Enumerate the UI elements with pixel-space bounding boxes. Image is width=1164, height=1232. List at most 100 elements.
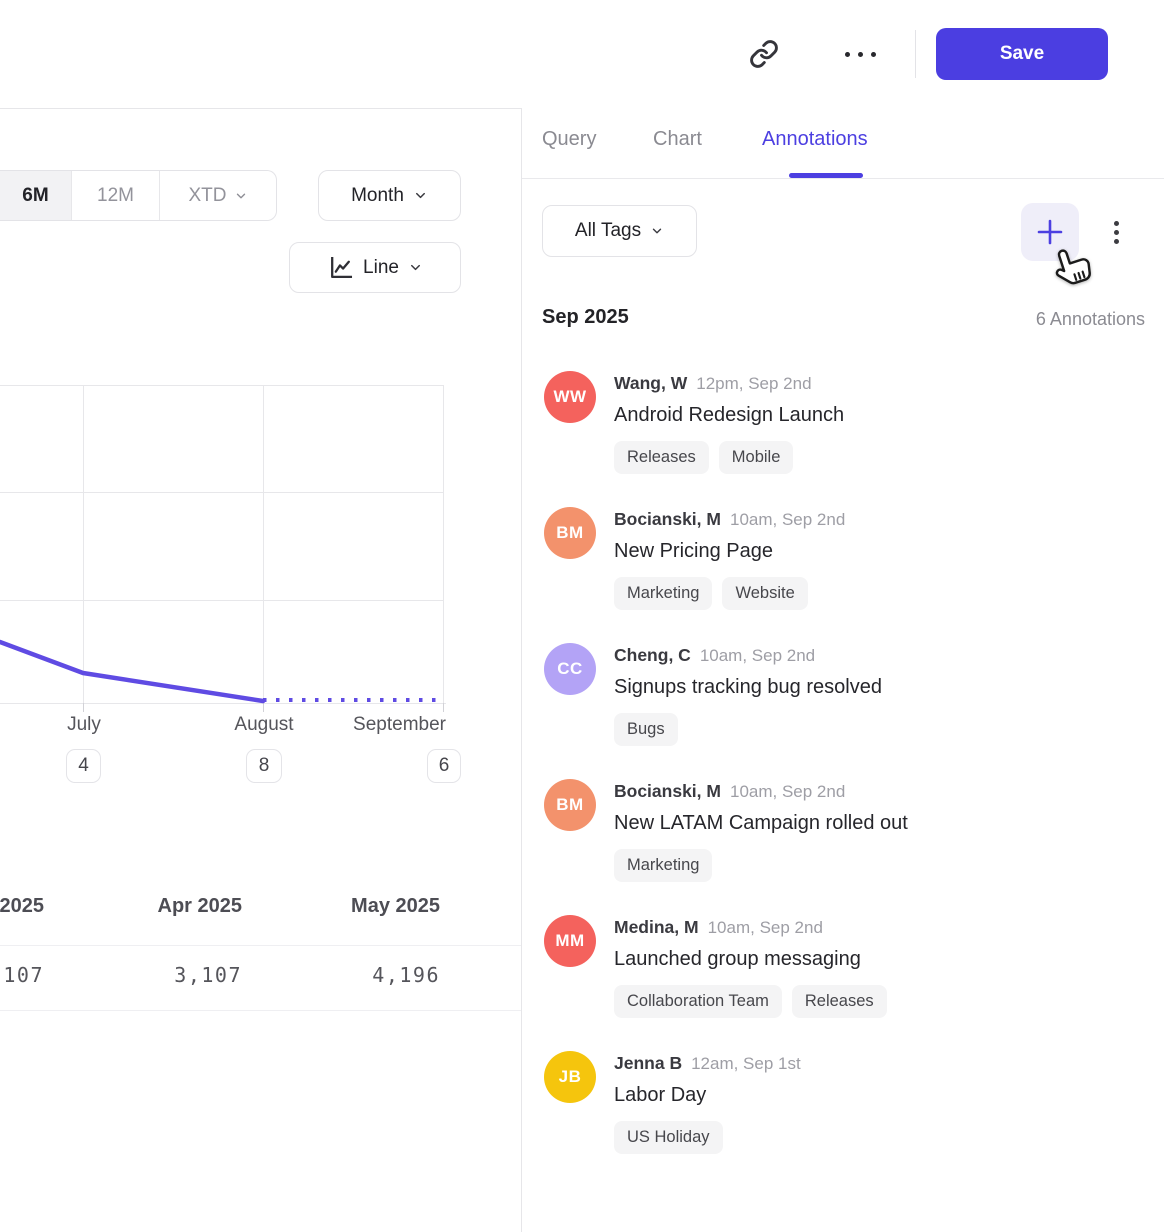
- panel-divider: [521, 108, 522, 1232]
- table-value-cell: 3,107: [174, 963, 242, 987]
- annotation-list-item[interactable]: JB Jenna B 12am, Sep 1st Labor Day US Hol…: [544, 1051, 1148, 1154]
- avatar: CC: [544, 643, 596, 695]
- table-divider: [0, 1010, 521, 1011]
- annotation-count-badge-july[interactable]: 4: [66, 749, 101, 783]
- annotation-body: Cheng, C 10am, Sep 2nd Signups tracking b…: [614, 643, 954, 746]
- annotation-time: 10am, Sep 2nd: [729, 782, 846, 801]
- annotation-author: Wang, W: [614, 373, 688, 393]
- chart-type-label: Line: [363, 256, 399, 278]
- annotation-tag[interactable]: Marketing: [614, 577, 713, 610]
- chevron-down-icon: [408, 260, 423, 275]
- annotation-time: 12am, Sep 1st: [691, 1054, 801, 1073]
- annotations-menu-button[interactable]: [1101, 207, 1131, 257]
- save-button[interactable]: Save: [936, 28, 1108, 80]
- date-range-control: 6M 12M XTD: [0, 170, 277, 221]
- tabbar-border: [522, 178, 1164, 179]
- avatar: JB: [544, 1051, 596, 1103]
- range-xtd-button[interactable]: XTD: [160, 171, 276, 220]
- annotation-tag[interactable]: Releases: [614, 441, 709, 474]
- annotation-author: Cheng, C: [614, 645, 691, 665]
- add-annotation-button[interactable]: [1021, 203, 1079, 261]
- annotation-meta: Medina, M 10am, Sep 2nd: [614, 915, 954, 941]
- annotation-body: Jenna B 12am, Sep 1st Labor Day US Holida…: [614, 1051, 954, 1154]
- trend-chart-svg: [0, 385, 446, 712]
- annotation-meta: Cheng, C 10am, Sep 2nd: [614, 643, 954, 669]
- granularity-button[interactable]: Month: [318, 170, 461, 221]
- annotation-body: Wang, W 12pm, Sep 2nd Android Redesign La…: [614, 371, 954, 474]
- annotation-list-item[interactable]: MM Medina, M 10am, Sep 2nd Launched group…: [544, 915, 1148, 1018]
- annotation-body: Medina, M 10am, Sep 2nd Launched group me…: [614, 915, 954, 1018]
- annotation-title: Signups tracking bug resolved: [614, 676, 882, 698]
- top-border: [0, 108, 521, 109]
- header-divider: [915, 30, 916, 78]
- annotation-time: 10am, Sep 2nd: [699, 646, 816, 665]
- table-header-cell: 2025: [0, 895, 44, 917]
- annotation-title: Labor Day: [614, 1084, 707, 1106]
- chevron-down-icon: [413, 188, 428, 203]
- table-value-cell: 4,196: [372, 963, 440, 987]
- avatar: MM: [544, 915, 596, 967]
- annotation-tags: Marketing Website: [614, 577, 954, 610]
- annotation-list-item[interactable]: BM Bocianski, M 10am, Sep 2nd New Pricing…: [544, 507, 1148, 610]
- copy-link-button[interactable]: [746, 36, 782, 72]
- ellipsis-icon: [844, 51, 876, 57]
- range-12m-button[interactable]: 12M: [72, 171, 160, 220]
- all-tags-filter-button[interactable]: All Tags: [542, 205, 697, 257]
- annotation-list: WW Wang, W 12pm, Sep 2nd Android Redesign…: [544, 371, 1148, 1187]
- more-options-button[interactable]: [838, 40, 882, 68]
- annotation-meta: Wang, W 12pm, Sep 2nd: [614, 371, 954, 397]
- annotation-meta: Bocianski, M 10am, Sep 2nd: [614, 779, 954, 805]
- line-chart-icon: [327, 254, 354, 281]
- annotation-tag[interactable]: Website: [722, 577, 808, 610]
- annotation-tags: Releases Mobile: [614, 441, 954, 474]
- chart-series-group: [0, 639, 443, 704]
- annotation-tags: Marketing: [614, 849, 954, 882]
- avatar: BM: [544, 779, 596, 831]
- annotation-tag[interactable]: Collaboration Team: [614, 985, 782, 1018]
- chart-type-button[interactable]: Line: [289, 242, 461, 293]
- avatar: BM: [544, 507, 596, 559]
- annotation-count-badge-september[interactable]: 6: [427, 749, 461, 783]
- range-6m-button[interactable]: 6M: [0, 171, 72, 220]
- tab-annotations[interactable]: Annotations: [762, 128, 868, 150]
- granularity-label: Month: [351, 184, 404, 206]
- table-divider: [0, 945, 521, 946]
- annotation-list-item[interactable]: BM Bocianski, M 10am, Sep 2nd New LATAM C…: [544, 779, 1148, 882]
- annotation-tag[interactable]: Mobile: [718, 441, 794, 474]
- annotation-tags: US Holiday: [614, 1121, 954, 1154]
- annotation-title: New Pricing Page: [614, 540, 773, 562]
- annotation-tags: Bugs: [614, 713, 954, 746]
- chevron-down-icon: [650, 224, 664, 238]
- avatar: WW: [544, 371, 596, 423]
- chevron-down-icon: [234, 189, 248, 203]
- annotation-tag[interactable]: Releases: [791, 985, 887, 1018]
- kebab-icon: [1113, 220, 1119, 244]
- annotation-tag[interactable]: US Holiday: [614, 1121, 723, 1154]
- annotation-list-item[interactable]: CC Cheng, C 10am, Sep 2nd Signups trackin…: [544, 643, 1148, 746]
- annotation-author: Jenna B: [614, 1053, 683, 1073]
- table-header-cell: May 2025: [351, 895, 440, 917]
- all-tags-label: All Tags: [574, 220, 642, 241]
- annotation-list-item[interactable]: WW Wang, W 12pm, Sep 2nd Android Redesign…: [544, 371, 1148, 474]
- table-value-cell: 107: [3, 963, 44, 987]
- annotation-tags: Collaboration Team Releases: [614, 985, 954, 1018]
- annotation-body: Bocianski, M 10am, Sep 2nd New LATAM Camp…: [614, 779, 954, 882]
- x-axis-label-september: September: [353, 714, 446, 735]
- annotation-meta: Bocianski, M 10am, Sep 2nd: [614, 507, 954, 533]
- active-tab-underline: [789, 173, 863, 178]
- tab-query[interactable]: Query: [542, 128, 597, 150]
- annotation-tag[interactable]: Bugs: [614, 713, 678, 746]
- annotation-title: Launched group messaging: [614, 948, 861, 970]
- annotation-time: 10am, Sep 2nd: [729, 510, 846, 529]
- annotation-tag[interactable]: Marketing: [614, 849, 713, 882]
- annotation-title: New LATAM Campaign rolled out: [614, 812, 908, 834]
- annotation-count-badge-august[interactable]: 8: [246, 749, 282, 783]
- annotation-meta: Jenna B 12am, Sep 1st: [614, 1051, 954, 1077]
- tab-chart[interactable]: Chart: [653, 128, 702, 150]
- annotation-author: Bocianski, M: [614, 781, 721, 801]
- x-axis-label-july: July: [67, 714, 101, 735]
- range-xtd-label: XTD: [188, 184, 227, 206]
- link-icon: [749, 39, 779, 69]
- annotations-count-label: 6 Annotations: [1035, 309, 1145, 329]
